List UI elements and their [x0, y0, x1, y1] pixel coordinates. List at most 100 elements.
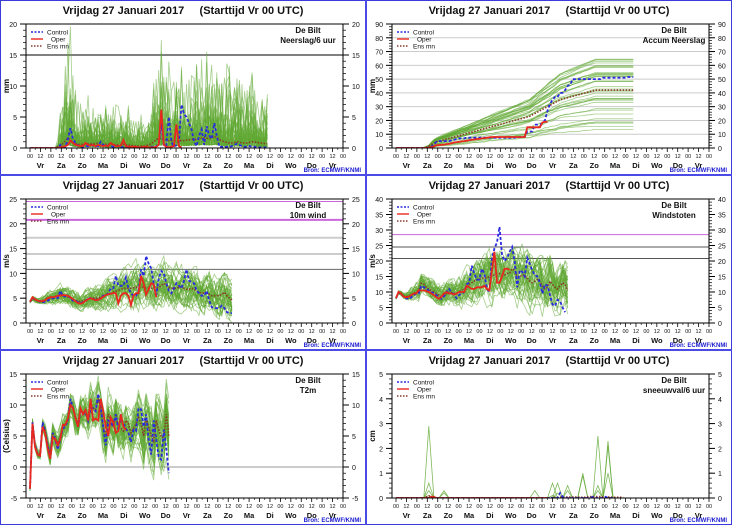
y-axis-label: m/s — [368, 254, 377, 268]
x-day-label: Di — [266, 511, 274, 520]
ensemble-member-line — [423, 426, 435, 498]
x-hour-label: 00 — [298, 504, 304, 510]
variable-label: Neerslag/6 uur — [280, 36, 336, 45]
y-tick-label: 15 — [9, 372, 17, 379]
x-day-label: Zo — [590, 161, 600, 170]
y-tick-label-right: 90 — [718, 22, 726, 29]
legend-control-label: Control — [413, 30, 435, 37]
x-day-label: Vr — [549, 161, 557, 170]
x-hour-label: 12 — [445, 329, 451, 335]
source-label: Bron: ECMWF/KNMI — [304, 518, 362, 524]
chart-panel-10m-wind: Vrijdag 27 Januari 2017 (Starttijd Vr 00… — [0, 175, 366, 350]
y-tick-label: 30 — [375, 228, 383, 235]
y-tick-label-right: 60 — [718, 63, 726, 70]
x-day-label: Zo — [444, 511, 454, 520]
x-hour-label: 12 — [100, 504, 106, 510]
legend-control-label: Control — [47, 205, 69, 212]
x-day-label: Wo — [651, 161, 663, 170]
x-hour-label: 00 — [518, 329, 524, 335]
ensemble-member-line — [562, 489, 574, 498]
ensemble-member-line — [396, 59, 634, 148]
x-hour-label: 00 — [27, 154, 33, 160]
ensemble-member-line — [529, 489, 541, 498]
x-hour-label: 12 — [183, 329, 189, 335]
x-hour-label: 00 — [643, 504, 649, 510]
x-day-label: Di — [632, 336, 640, 345]
x-hour-label: 12 — [466, 329, 472, 335]
x-hour-label: 12 — [612, 154, 618, 160]
y-tick-label-right: 20 — [718, 118, 726, 125]
x-hour-label: 00 — [685, 154, 691, 160]
y-tick-label: 0 — [13, 146, 17, 153]
y-tick-label: 0 — [379, 321, 383, 328]
x-hour-label: 00 — [622, 504, 628, 510]
ensemble-member-line — [29, 267, 233, 304]
x-hour-label: 12 — [570, 154, 576, 160]
plot-frame — [391, 373, 710, 499]
oper-line — [396, 120, 548, 148]
y-tick-label-right: 30 — [718, 228, 726, 235]
x-hour-label: 12 — [549, 329, 555, 335]
source-label: Bron: ECMWF/KNMI — [670, 343, 728, 349]
ensemble-member-line — [395, 246, 568, 298]
x-day-label: Di — [120, 161, 128, 170]
y-axis-label: mm — [2, 79, 11, 93]
x-hour-label: 00 — [319, 154, 325, 160]
x-hour-label: 12 — [508, 329, 514, 335]
ensemble-member-line — [29, 276, 233, 322]
ensemble-member-line — [423, 489, 435, 498]
x-hour-label: 00 — [236, 329, 242, 335]
x-hour-label: 12 — [570, 504, 576, 510]
x-hour-label: 00 — [476, 504, 482, 510]
x-day-label: Do — [673, 336, 683, 345]
y-tick-label-right: 30 — [718, 105, 726, 112]
x-hour-label: 00 — [173, 329, 179, 335]
x-day-label: Ma — [98, 336, 109, 345]
x-hour-label: 00 — [215, 329, 221, 335]
station-label: De Bilt — [295, 26, 321, 35]
x-hour-label: 00 — [90, 154, 96, 160]
x-day-label: Vr — [403, 336, 411, 345]
chart-panel-t2m: Vrijdag 27 Januari 2017 (Starttijd Vr 00… — [0, 350, 366, 525]
x-day-label: Ma — [610, 336, 621, 345]
y-tick-label: 60 — [375, 63, 383, 70]
chart-svg: Vrijdag 27 Januari 2017 (Starttijd Vr 00… — [2, 180, 361, 349]
variable-label: T2m — [300, 386, 316, 395]
x-hour-label: 00 — [298, 154, 304, 160]
x-hour-label: 00 — [340, 154, 346, 160]
x-day-label: Ma — [244, 336, 255, 345]
x-hour-label: 00 — [664, 504, 670, 510]
y-tick-label-right: 0 — [352, 465, 356, 472]
y-tick-label: 40 — [375, 91, 383, 98]
x-hour-label: 00 — [643, 154, 649, 160]
x-day-label: Do — [161, 161, 171, 170]
x-hour-label: 00 — [414, 504, 420, 510]
x-hour-label: 00 — [497, 154, 503, 160]
x-hour-label: 00 — [685, 504, 691, 510]
y-tick-label: 40 — [375, 197, 383, 204]
x-day-label: Zo — [224, 161, 234, 170]
y-tick-label-right: 5 — [718, 306, 722, 313]
x-hour-label: 00 — [622, 154, 628, 160]
x-hour-label: 00 — [622, 329, 628, 335]
y-tick-label-right: 10 — [352, 403, 360, 410]
x-day-label: Za — [203, 336, 213, 345]
x-hour-label: 12 — [612, 329, 618, 335]
y-tick-label-right: 80 — [718, 36, 726, 43]
control-line — [30, 104, 268, 148]
x-hour-label: 12 — [487, 504, 493, 510]
x-hour-label: 12 — [183, 504, 189, 510]
x-hour-label: 00 — [664, 154, 670, 160]
x-day-label: Zo — [224, 511, 234, 520]
x-hour-label: 00 — [173, 154, 179, 160]
y-tick-label-right: 1 — [718, 471, 722, 478]
x-day-label: Do — [527, 161, 537, 170]
station-label: De Bilt — [661, 201, 687, 210]
x-day-label: Za — [57, 511, 67, 520]
x-hour-label: 00 — [277, 154, 283, 160]
y-tick-label-right: 5 — [352, 296, 356, 303]
x-day-label: Di — [266, 336, 274, 345]
x-day-label: Do — [161, 336, 171, 345]
y-tick-label: 30 — [375, 105, 383, 112]
x-hour-label: 00 — [194, 329, 200, 335]
